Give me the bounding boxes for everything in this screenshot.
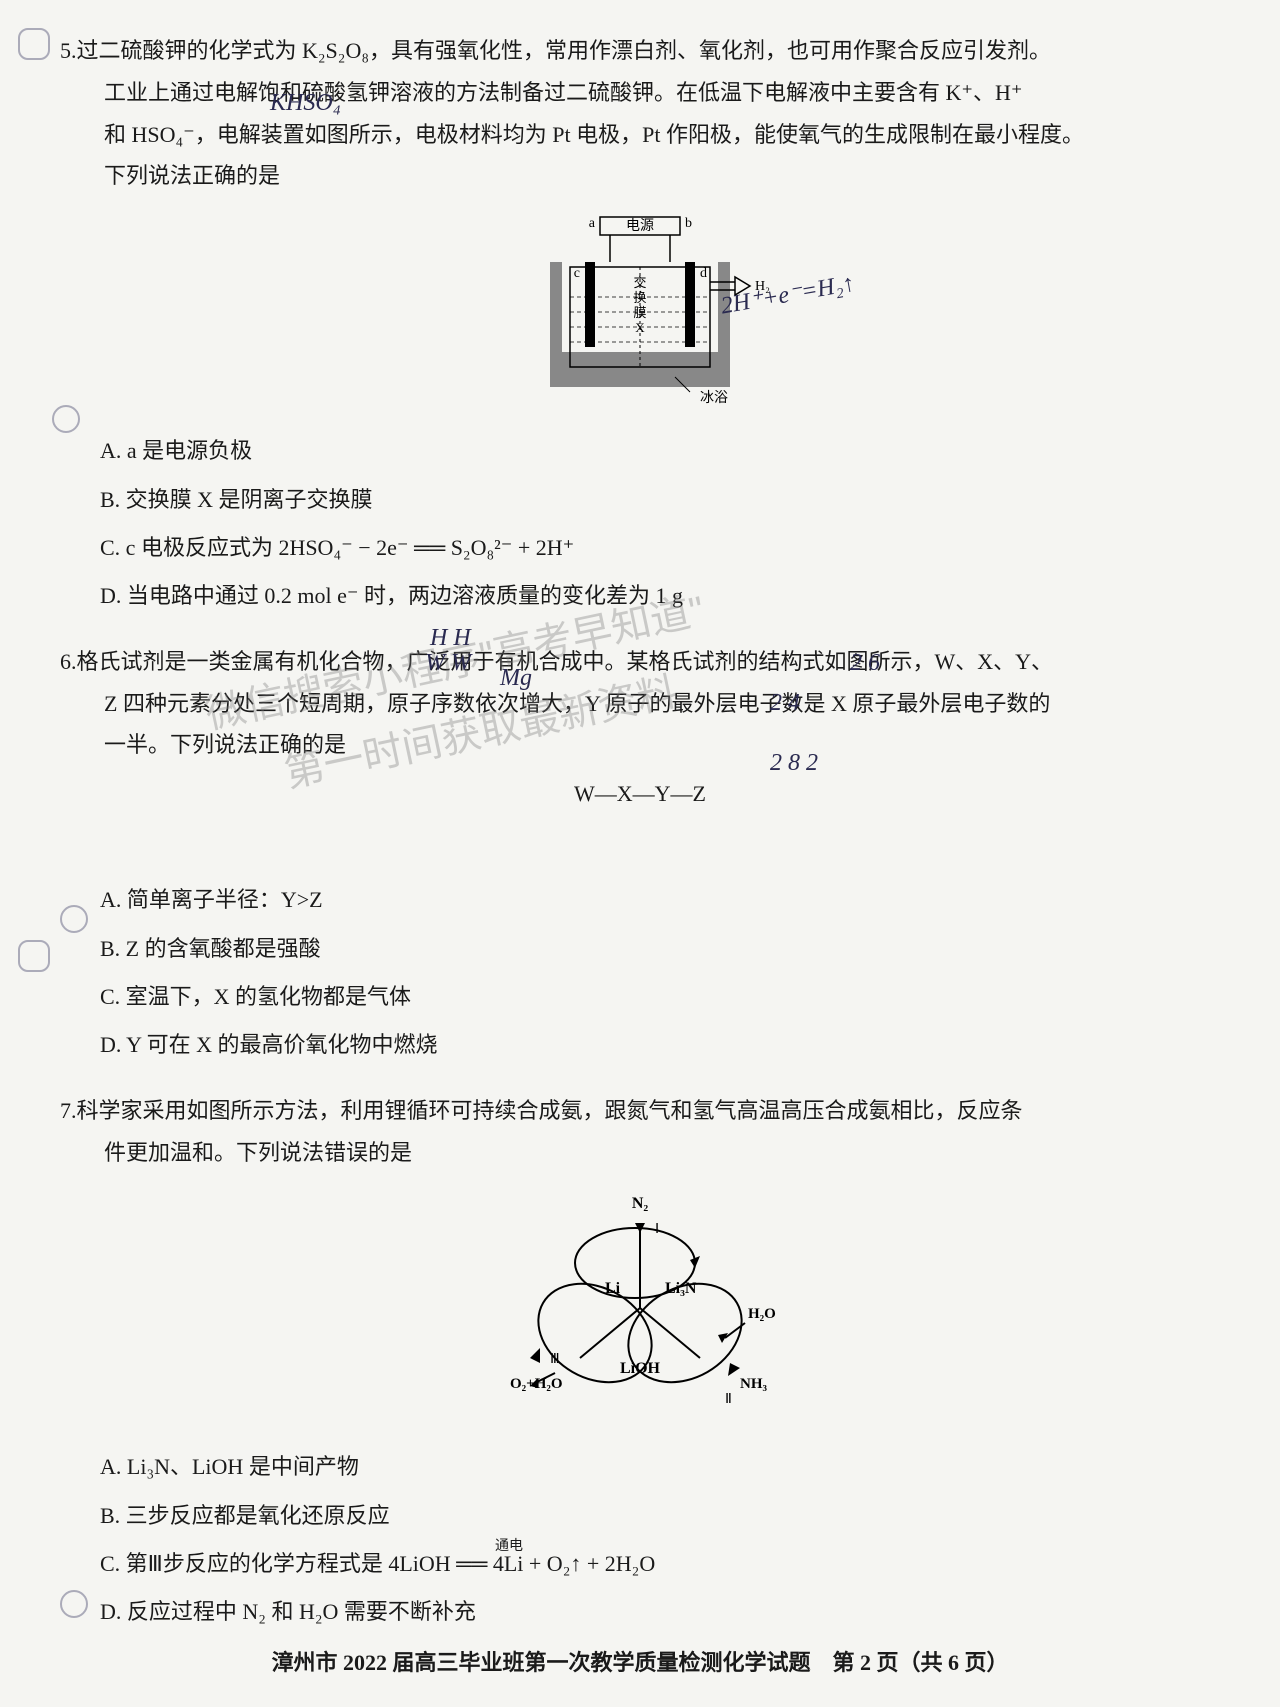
lioh-label: LiOH	[620, 1360, 661, 1377]
q6-options: A. 简单离子半径：Y>Z B. Z 的含氧酸都是强酸 C. 室温下，X 的氢化…	[100, 876, 1220, 1070]
q7-c-text: C. 第Ⅲ步反应的化学方程式是 4LiOH ══ 4Li + O₂↑ + 2H₂…	[100, 1551, 655, 1576]
q7-text1: 科学家采用如图所示方法，利用锂循环可持续合成氨，跟氮气和氢气高温高压合成氨相比，…	[77, 1098, 1023, 1123]
h2o-label: H₂O	[748, 1306, 776, 1322]
q7-line1: 7.科学家采用如图所示方法，利用锂循环可持续合成氨，跟氮气和氢气高温高压合成氨相…	[60, 1090, 1220, 1132]
q7-number: 7.	[60, 1098, 77, 1123]
q5-option-a: A. a 是电源负极	[100, 427, 1220, 475]
q7-options: A. Li₃N、LiOH 是中间产物 B. 三步反应都是氧化还原反应 C. 第Ⅲ…	[100, 1443, 1220, 1637]
q7-diagram: N₂ Ⅰ Li Li₃N LiOH H₂O NH₃ Ⅱ O₂+H₂O Ⅲ	[60, 1188, 1220, 1428]
q5-option-c: C. c 电极反应式为 2HSO₄⁻ − 2e⁻ ══ S₂O₈²⁻ + 2H⁺	[100, 524, 1220, 572]
label-a: a	[589, 216, 596, 231]
q6-option-d: D. Y 可在 X 的最高价氧化物中燃烧	[100, 1021, 1220, 1069]
step2-label: Ⅱ	[725, 1392, 732, 1407]
q5-line1: 5.过二硫酸钾的化学式为 K₂S₂O₈，具有强氧化性，常用作漂白剂、氧化剂，也可…	[60, 30, 1220, 72]
question-7: 7.科学家采用如图所示方法，利用锂循环可持续合成氨，跟氮气和氢气高温高压合成氨相…	[60, 1090, 1220, 1637]
q5-line2: 工业上通过电解饱和硫酸氢钾溶液的方法制备过二硫酸钾。在低温下电解液中主要含有 K…	[60, 72, 1220, 114]
q6-option-a: A. 简单离子半径：Y>Z	[100, 876, 1220, 924]
label-c: c	[574, 266, 580, 281]
q6-number: 6.	[60, 649, 77, 674]
question-5: 5.过二硫酸钾的化学式为 K₂S₂O₈，具有强氧化性，常用作漂白剂、氧化剂，也可…	[60, 30, 1220, 621]
step3-label: Ⅲ	[550, 1352, 560, 1367]
membrane-1: 交	[633, 275, 646, 290]
q6-structure: W—X—Y—Z	[574, 781, 706, 861]
page-footer: 漳州市 2022 届高三毕业班第一次教学质量检测化学试题 第 2 页（共 6 页…	[0, 1645, 1280, 1677]
label-d: d	[700, 266, 707, 281]
q6-structure-area: W—X—Y—Z	[60, 781, 1220, 861]
q7-c-condition: 通电	[495, 1532, 523, 1563]
q5-line3: 和 HSO₄⁻，电解装置如图所示，电极材料均为 Pt 电极，Pt 作阳极，能使氧…	[60, 114, 1220, 156]
q5-option-d: D. 当电路中通过 0.2 mol e⁻ 时，两边溶液质量的变化差为 1 g	[100, 572, 1220, 620]
membrane-2: 换	[633, 290, 646, 305]
q6-option-c: C. 室温下，X 的氢化物都是气体	[100, 973, 1220, 1021]
q6-option-b: B. Z 的含氧酸都是强酸	[100, 925, 1220, 973]
electrolysis-diagram: 电源 a b c d 交 换 膜 X	[500, 212, 780, 412]
membrane-4: X	[635, 320, 645, 335]
q5-text1: 过二硫酸钾的化学式为 K₂S₂O₈，具有强氧化性，常用作漂白剂、氧化剂，也可用作…	[77, 38, 1052, 63]
q5-line4: 下列说法正确的是	[60, 155, 1220, 197]
q5-diagram: 电源 a b c d 交 换 膜 X	[60, 212, 1220, 412]
q6-line2: Z 四种元素分处三个短周期，原子序数依次增大，Y 原子的最外层电子数是 X 原子…	[60, 683, 1220, 725]
question-6: 6.格氏试剂是一类金属有机化合物，广泛用于有机合成中。某格氏试剂的结构式如图所示…	[60, 641, 1220, 1070]
q7-line2: 件更加温和。下列说法错误的是	[60, 1132, 1220, 1174]
power-label: 电源	[626, 218, 654, 234]
li3n-label: Li₃N	[665, 1280, 697, 1297]
q6-line3: 一半。下列说法正确的是	[60, 724, 1220, 766]
q7-option-c: C. 第Ⅲ步反应的化学方程式是 4LiOH ══ 4Li + O₂↑ + 2H₂…	[100, 1540, 1220, 1588]
q5-number: 5.	[60, 38, 77, 63]
q7-option-d: D. 反应过程中 N₂ 和 H₂O 需要不断补充	[100, 1588, 1220, 1636]
nh3-label: NH₃	[740, 1376, 768, 1392]
icebath-label: 冰浴	[700, 390, 728, 406]
membrane-3: 膜	[633, 305, 646, 320]
h2-label: H₂	[755, 279, 770, 294]
n2-label: N₂	[632, 1195, 649, 1212]
lithium-cycle-diagram: N₂ Ⅰ Li Li₃N LiOH H₂O NH₃ Ⅱ O₂+H₂O Ⅲ	[480, 1188, 800, 1428]
q6-line1: 6.格氏试剂是一类金属有机化合物，广泛用于有机合成中。某格氏试剂的结构式如图所示…	[60, 641, 1220, 683]
q6-text1: 格氏试剂是一类金属有机化合物，广泛用于有机合成中。某格氏试剂的结构式如图所示，W…	[77, 649, 1054, 674]
q7-option-a: A. Li₃N、LiOH 是中间产物	[100, 1443, 1220, 1491]
label-b: b	[685, 216, 692, 231]
q7-option-b: B. 三步反应都是氧化还原反应	[100, 1492, 1220, 1540]
q5-options: A. a 是电源负极 B. 交换膜 X 是阴离子交换膜 C. c 电极反应式为 …	[100, 427, 1220, 621]
q5-option-b: B. 交换膜 X 是阴离子交换膜	[100, 476, 1220, 524]
pencil-mark-q7	[18, 940, 50, 972]
pencil-mark-q5	[18, 28, 50, 60]
